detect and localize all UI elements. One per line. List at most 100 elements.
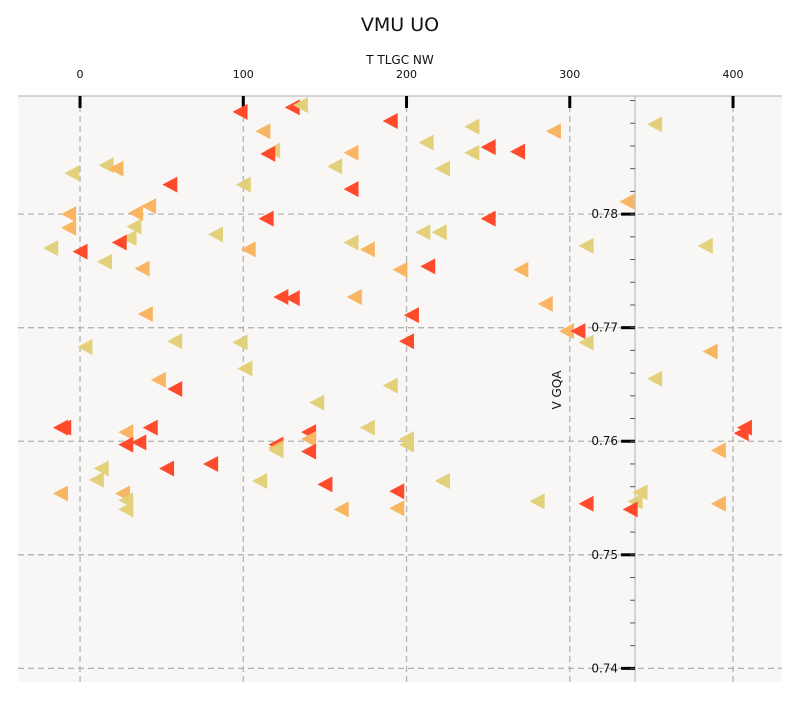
data-point [418,134,434,151]
data-point [697,237,713,254]
data-point [464,118,480,135]
data-point [464,144,480,161]
data-point [232,103,248,120]
data-point [232,334,248,351]
data-point [43,240,59,257]
data-point [56,419,72,436]
data-point [733,425,749,442]
data-point [77,338,93,355]
data-point [258,210,274,227]
y-tick-label: 0.78 [591,207,618,221]
data-point [128,204,144,221]
data-point [118,436,134,453]
data-point [480,210,496,227]
data-point [392,261,408,278]
data-point [301,443,317,460]
data-point [578,237,594,254]
data-point [309,394,325,411]
data-point [108,160,124,177]
data-point [537,295,553,312]
data-point [167,381,183,397]
data-point [434,160,450,177]
data-point [529,493,545,510]
data-point [284,290,300,307]
data-point [578,334,594,351]
data-point [203,455,219,472]
data-point [647,370,663,387]
data-point [578,495,594,512]
data-point [252,472,268,489]
data-point [570,323,586,340]
data-point [52,485,68,502]
chart-title: VMU UO [361,14,439,36]
x-tick-label: 300 [559,68,580,81]
data-point [333,501,349,518]
data-point [61,206,77,223]
data-point [359,419,375,436]
data-point [710,442,726,459]
data-point [240,241,256,258]
data-point [93,460,109,477]
data-point [382,112,398,129]
x-tick-label: 400 [723,68,744,81]
data-point [399,436,415,453]
x-tick-label: 100 [233,68,254,81]
data-point [647,116,663,133]
data-point [343,234,359,251]
data-point [97,253,113,270]
data-point [131,434,147,451]
plot-background [18,96,782,682]
data-point [292,97,308,114]
data-point [134,260,150,277]
data-point [399,333,415,350]
data-point [64,165,80,182]
data-point [382,377,398,394]
data-point [559,323,575,340]
data-point [137,306,153,323]
data-point [480,139,496,156]
axes: 0 100 200 300 400 0.74 0.75 0.76 0.77 0.78 [18,68,782,682]
data-point [72,243,88,260]
data-point [710,495,726,512]
data-point [88,471,104,488]
data-point [343,144,359,161]
data-point [389,483,405,500]
data-point [118,501,134,518]
data-point [545,123,561,140]
data-point [359,241,375,258]
data-point [167,333,183,350]
data-point [301,430,317,447]
data-point [619,193,635,210]
data-point [420,258,436,275]
data-point [284,99,300,116]
data-point [150,371,166,388]
x-tick-label: 0 [77,68,84,81]
data-point [118,424,134,441]
data-point [317,476,333,493]
data-point [273,289,289,306]
data-point [121,229,137,246]
data-point [159,460,175,477]
data-point [162,176,178,193]
data-point [343,181,359,198]
data-point [260,145,276,162]
data-point [389,500,405,517]
y-axis-label: V GQA [550,370,564,410]
data-point [61,219,77,236]
data-point [431,224,447,241]
data-point [142,419,158,436]
data-point [403,307,419,324]
data-point [327,158,343,175]
data-point [702,343,718,360]
x-tick-label: 200 [396,68,417,81]
data-point [141,198,157,215]
data-point [415,224,431,241]
data-point [632,484,648,501]
x-axis-label: T TLGC NW [365,53,434,67]
data-point [268,442,284,459]
data-point [627,493,643,510]
data-point [346,289,362,306]
y-tick-label: 0.77 [591,321,618,335]
